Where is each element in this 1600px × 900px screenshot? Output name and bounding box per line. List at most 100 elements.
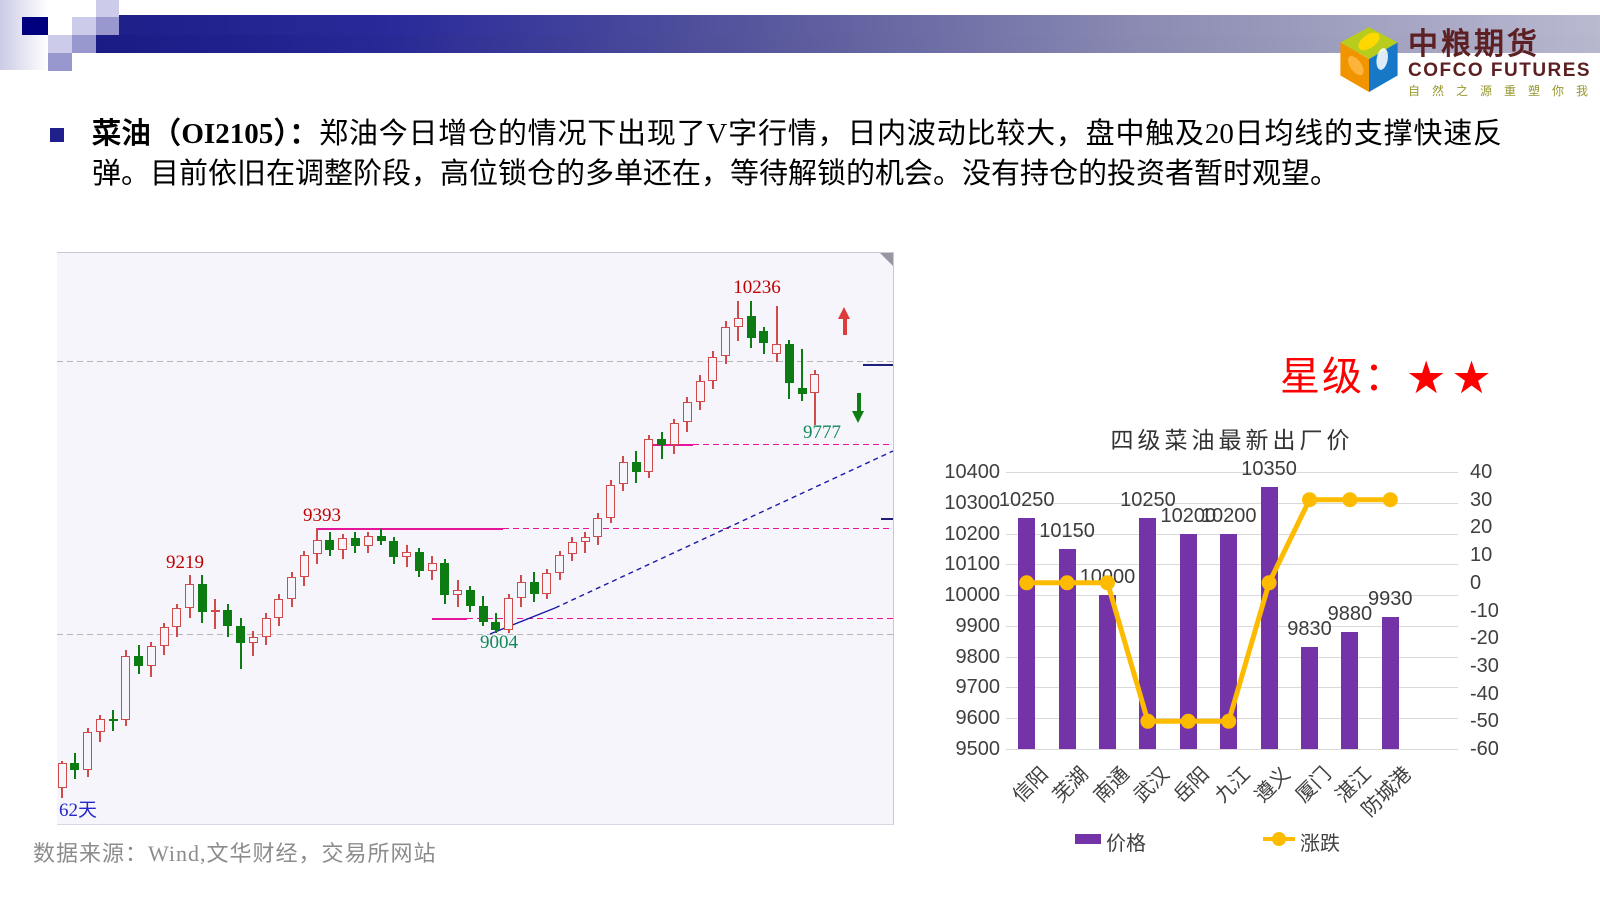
candle-up	[708, 356, 718, 381]
price-bar	[1018, 518, 1036, 749]
candle-up	[210, 609, 220, 613]
down-arrow-icon	[852, 393, 865, 423]
candle-up	[555, 554, 565, 574]
deco-square	[96, 17, 119, 35]
price-bar	[1220, 533, 1238, 749]
left-axis-tick: 10100	[944, 553, 1000, 576]
deco-square	[48, 53, 72, 71]
analysis-text: 菜油（OI2105）：郑油今日增仓的情况下出现了V字行情，日内波动比较大，盘中触…	[92, 114, 1502, 194]
candle-up	[159, 627, 169, 647]
candle-down	[414, 551, 424, 571]
candle-up	[172, 608, 182, 628]
deco-square	[72, 17, 96, 35]
legend-bar-swatch	[1075, 834, 1101, 844]
left-axis-tick: 10200	[944, 522, 1000, 545]
banner-bar-bottom	[96, 35, 1600, 53]
left-axis-tick: 10000	[944, 584, 1000, 607]
candle-down	[197, 584, 207, 613]
candle-down	[389, 541, 399, 558]
candle-down	[134, 655, 144, 667]
bar-value-label: 10150	[1039, 519, 1095, 542]
candle-down	[376, 535, 386, 542]
left-axis-tick: 9700	[955, 676, 1001, 699]
candle-up	[261, 617, 271, 637]
candle-up	[453, 589, 463, 595]
right-axis-tick: 0	[1470, 571, 1482, 594]
candle-up	[695, 380, 705, 403]
candle-down	[784, 344, 794, 383]
legend-line-label: 涨跌	[1300, 833, 1340, 855]
price-annotation: 9219	[166, 551, 204, 573]
candle-down	[657, 438, 667, 446]
right-axis-tick: 30	[1470, 488, 1493, 511]
candle-down	[529, 581, 539, 594]
price-level-line	[467, 618, 893, 620]
left-axis-tick: 9600	[955, 707, 1001, 730]
price-annotation: 9393	[303, 505, 341, 526]
candle-up	[312, 539, 322, 555]
logo-en-name: COFCO FUTURES	[1408, 60, 1592, 81]
price-bar	[1099, 595, 1116, 749]
price-annotation: 9777	[803, 422, 841, 443]
banner-bar-top	[119, 15, 1600, 35]
analysis-paragraph: 菜油（OI2105）：郑油今日增仓的情况下出现了V字行情，日内波动比较大，盘中触…	[50, 114, 1502, 194]
candle-up	[299, 554, 309, 578]
candle-down	[746, 316, 756, 339]
right-axis-tick: -20	[1470, 627, 1499, 650]
price-bar	[1179, 533, 1197, 749]
cofco-logo-icon	[1340, 27, 1398, 92]
candle-down	[478, 605, 488, 622]
logo-tagline: 自 然 之 源 重 塑 你 我	[1408, 84, 1593, 98]
bar-value-label: 9930	[1368, 587, 1413, 610]
candle-up	[338, 538, 348, 551]
bullet-square-icon	[50, 128, 64, 142]
price-bar	[1341, 632, 1359, 749]
gridline	[1006, 749, 1458, 750]
candle-up	[363, 535, 373, 547]
candle-down	[108, 718, 118, 722]
candle-down	[631, 461, 641, 473]
candle-up	[593, 518, 603, 538]
right-axis-tick: -40	[1470, 682, 1499, 705]
candle-up	[146, 646, 156, 667]
price-level-line	[503, 528, 893, 530]
gridline	[1006, 472, 1458, 473]
deco-square	[48, 35, 72, 53]
candle-down	[223, 609, 233, 626]
price-level-line	[57, 634, 893, 635]
left-axis-tick: 10400	[944, 461, 1000, 483]
candle-wick	[813, 369, 816, 425]
left-axis-tick: 9500	[955, 738, 1001, 760]
candle-down	[759, 331, 769, 343]
candle-up	[274, 599, 284, 618]
line-marker	[1342, 492, 1358, 508]
candle-down	[491, 621, 501, 630]
right-axis-tick: 10	[1470, 544, 1493, 567]
candle-up	[95, 718, 105, 733]
price-bar	[1381, 616, 1399, 749]
candle-wick	[775, 306, 778, 362]
legend-line-marker	[1272, 832, 1286, 846]
price-bar	[1139, 518, 1157, 749]
right-axis-tick: -30	[1470, 654, 1499, 677]
arrow-stem	[856, 393, 861, 412]
candle-up	[516, 581, 526, 598]
price-level-line	[863, 364, 893, 366]
deco-square	[72, 35, 96, 53]
analysis-body: 郑油今日增仓的情况下出现了V字行情，日内波动比较大，盘中触及20日均线的支撑快速…	[92, 118, 1502, 190]
arrow-stem	[842, 317, 847, 335]
candle-up	[83, 732, 93, 771]
candlestick-chart: 10236 9777 9393 9219 9004 62天	[57, 252, 894, 825]
candle-down	[350, 538, 360, 547]
candle-up	[644, 438, 654, 473]
price-annotation: 62天	[59, 800, 98, 822]
candle-down	[236, 625, 246, 644]
banner-gradient-strip	[0, 0, 48, 70]
up-arrow-icon	[838, 307, 851, 337]
price-level-line	[432, 618, 467, 621]
price-level-line	[693, 444, 893, 446]
candle-wick	[584, 531, 587, 554]
right-axis-tick: -10	[1470, 599, 1499, 622]
right-axis-tick: 40	[1470, 461, 1493, 483]
candle-wick	[801, 348, 804, 401]
